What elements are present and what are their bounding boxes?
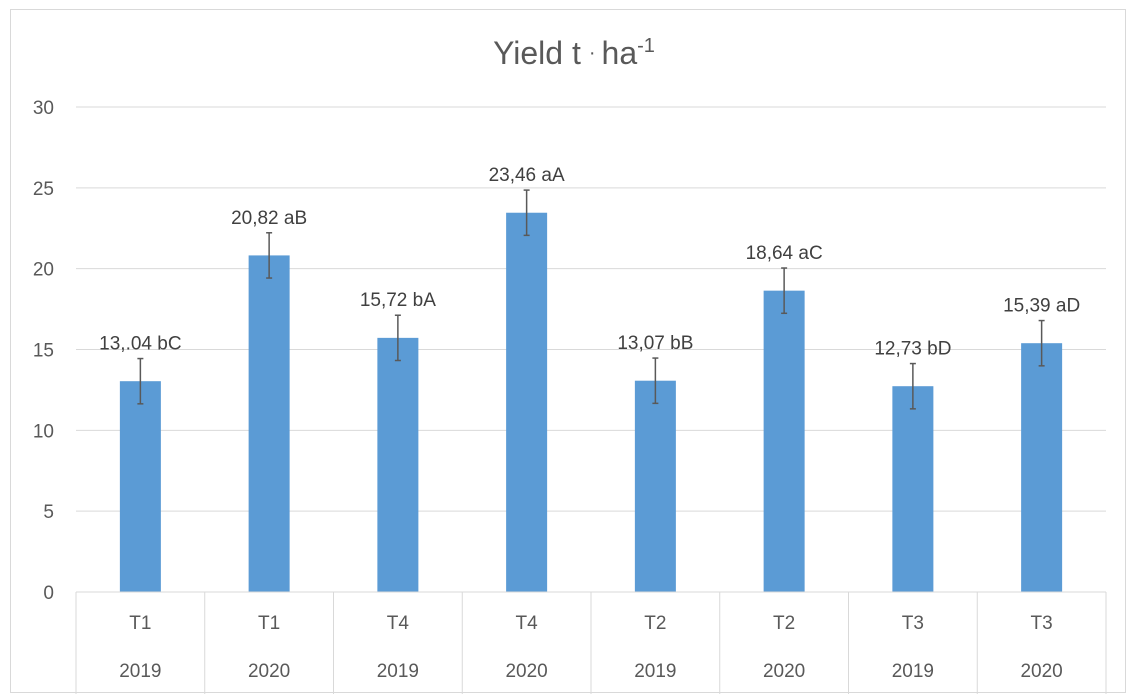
x-tick-label-year: 2020: [505, 661, 547, 682]
x-tick-label-treatment: T3: [1031, 613, 1053, 634]
x-tick-label-treatment: T1: [258, 613, 280, 634]
bar: [377, 337, 419, 592]
x-tick-label-year: 2019: [634, 661, 676, 682]
error-bars: [137, 189, 1045, 410]
chart-frame: [10, 9, 1126, 693]
title-main: Yield t: [493, 35, 581, 71]
data-label: 15,72 bA: [360, 290, 436, 311]
data-label: 15,39 aD: [1003, 296, 1080, 317]
x-tick-label-treatment: T2: [773, 613, 795, 634]
y-tick-label: 0: [43, 583, 54, 604]
data-labels: 13,.04 bC 20,82 aB 15,72 bA 23,46 aA 13,07 b…: [99, 165, 1080, 359]
y-axis-ticks: 0 5 10 15 20 25 30: [33, 98, 54, 604]
gridlines: [76, 106, 1106, 512]
title-unit: ha: [602, 35, 638, 71]
bar: [119, 381, 161, 592]
y-tick-label: 10: [33, 421, 54, 442]
x-tick-label-treatment: T4: [387, 613, 410, 634]
y-tick-label: 20: [33, 260, 54, 281]
x-tick-label-year: 2019: [119, 661, 161, 682]
data-label: 13,.04 bC: [99, 334, 181, 355]
x-axis: T1 2019 T1 2020 T4 2019 T4 2020 T2 2019 T2 2020 T3 20…: [75, 591, 1107, 694]
x-tick-label-treatment: T4: [516, 613, 539, 634]
bar: [506, 212, 548, 593]
data-label: 13,07 bB: [617, 333, 693, 354]
x-tick-label-year: 2020: [1020, 661, 1062, 682]
data-label: 20,82 aB: [231, 208, 307, 229]
x-tick-label-treatment: T3: [902, 613, 924, 634]
x-tick-label-treatment: T1: [129, 613, 151, 634]
bar: [892, 386, 934, 592]
x-tick-label-year: 2020: [763, 661, 805, 682]
chart-title: Yield t · ha-1: [493, 35, 655, 71]
title-superscript: -1: [637, 35, 655, 57]
x-tick-label-year: 2020: [248, 661, 290, 682]
bar: [1021, 343, 1063, 592]
bar: [763, 290, 805, 592]
y-tick-label: 30: [33, 98, 54, 119]
x-tick-label-year: 2019: [377, 661, 419, 682]
data-label: 12,73 bD: [874, 339, 951, 360]
data-label: 23,46 aA: [489, 165, 565, 186]
bar: [634, 380, 676, 592]
data-label: 18,64 aC: [746, 243, 823, 264]
y-tick-label: 25: [33, 179, 54, 200]
title-dot: ·: [589, 42, 596, 64]
y-tick-label: 5: [43, 502, 54, 523]
bars: [119, 212, 1063, 593]
x-tick-label-year: 2019: [892, 661, 934, 682]
bar: [248, 255, 290, 592]
x-tick-label-treatment: T2: [644, 613, 666, 634]
y-tick-label: 15: [33, 341, 54, 362]
